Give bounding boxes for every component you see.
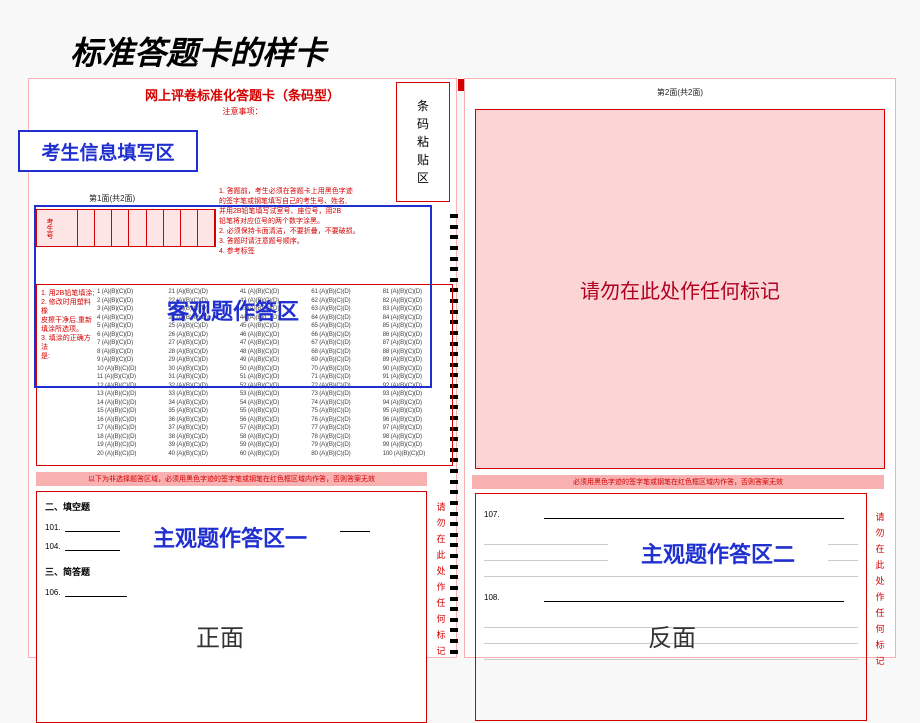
side-label-front: 正面 — [196, 618, 244, 653]
back-card: 第2面(共2面) 请勿在此处作任何标记 必须用黑色字迹的签字笔或钢笔在红色框区域… — [464, 78, 896, 658]
warning-bar-front: 以下为非选择题答区域，必须用黑色字迹的签字笔或钢笔在红色框区域内作答，否则答案无… — [36, 472, 427, 486]
front-page-label: 第1面(共2面) — [89, 193, 135, 204]
no-mark-area: 请勿在此处作任何标记 — [475, 109, 885, 469]
vertical-warning-back: 请勿在此处作任何标记 — [873, 509, 887, 709]
slide-title: 标准答题卡的样卡 — [70, 28, 326, 74]
side-label-back: 反面 — [648, 618, 696, 653]
label-subjective-1: 主观题作答区一 — [120, 522, 340, 552]
no-mark-message: 请勿在此处作任何标记 — [580, 275, 780, 304]
section-answer: 三、简答题 — [45, 565, 418, 578]
label-objective-area: 客观题作答区 — [34, 205, 432, 388]
front-header: 网上评卷标准化答题卡（条码型） — [29, 79, 456, 106]
front-note-title: 注意事项： — [29, 106, 456, 117]
q107: 107. — [484, 510, 500, 519]
vertical-warning-front: 请勿在此处作任何标记 — [434, 499, 448, 719]
q108: 108. — [484, 593, 500, 602]
section-fill: 二、填空题 — [45, 500, 418, 513]
warning-bar-back: 必须用黑色字迹的签字笔或钢笔在红色框区域内作答，否则答案无效 — [472, 475, 884, 489]
barcode-area: 条码粘贴区 — [396, 82, 450, 202]
label-subjective-2: 主观题作答区二 — [608, 538, 828, 568]
back-page-label: 第2面(共2面) — [465, 87, 895, 98]
written-area-back: 107. 108. — [475, 493, 867, 721]
label-info-area: 考生信息填写区 — [18, 130, 198, 172]
